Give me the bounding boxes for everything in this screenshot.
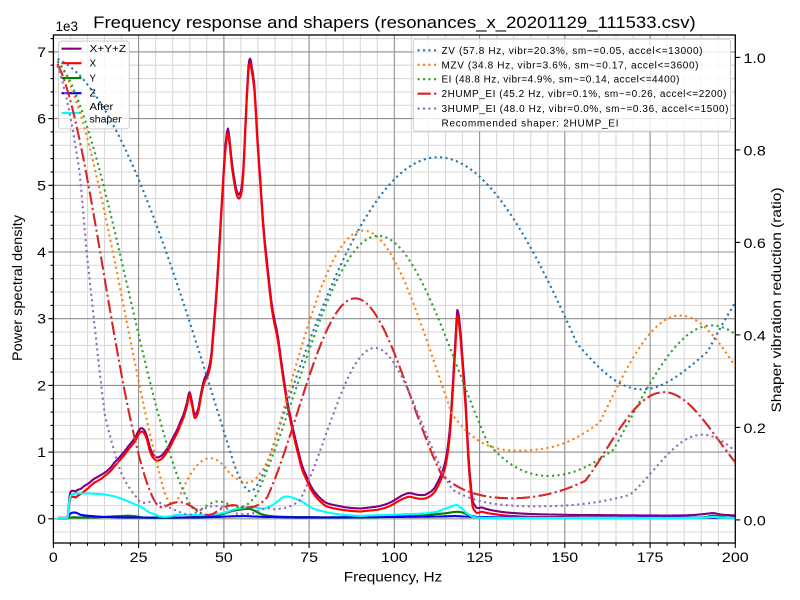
svg-text:0: 0 [37,511,46,527]
svg-text:MZV (34.8 Hz, vibr=3.6%, sm~=0: MZV (34.8 Hz, vibr=3.6%, sm~=0.17, accel… [442,60,699,71]
svg-text:Y: Y [90,74,97,85]
svg-text:EI (48.8 Hz, vibr=4.9%, sm~=0.: EI (48.8 Hz, vibr=4.9%, sm~=0.14, accel<… [442,75,680,86]
svg-text:0.8: 0.8 [744,143,767,159]
svg-text:1: 1 [37,444,46,460]
svg-text:3: 3 [37,311,46,327]
svg-text:X: X [90,59,97,70]
svg-text:Frequency response and shapers: Frequency response and shapers (resonanc… [93,13,696,32]
svg-text:3HUMP_EI (48.0 Hz, vibr=0.0%,: 3HUMP_EI (48.0 Hz, vibr=0.0%, sm~=0.36, … [442,104,729,115]
svg-text:0.2: 0.2 [744,420,767,436]
svg-text:1e3: 1e3 [56,18,79,34]
svg-text:125: 125 [466,549,493,565]
svg-text:4: 4 [37,244,46,260]
svg-text:2: 2 [37,377,46,393]
svg-text:1.0: 1.0 [744,50,767,66]
svg-text:After: After [90,102,115,113]
svg-text:Recommended shaper: 2HUMP_EI: Recommended shaper: 2HUMP_EI [442,119,619,130]
svg-text:2HUMP_EI (45.2 Hz, vibr=0.1%,: 2HUMP_EI (45.2 Hz, vibr=0.1%, sm~=0.26, … [442,89,727,100]
svg-text:0.4: 0.4 [744,328,767,344]
svg-text:Shaper vibration reduction (ra: Shaper vibration reduction (ratio) [768,188,784,413]
svg-text:Power spectral density: Power spectral density [9,215,25,361]
svg-text:shaper: shaper [90,115,123,126]
svg-text:25: 25 [130,549,148,565]
svg-text:50: 50 [215,549,233,565]
svg-text:0.6: 0.6 [744,235,767,251]
svg-text:ZV (57.8 Hz, vibr=20.3%, sm~=0: ZV (57.8 Hz, vibr=20.3%, sm~=0.05, accel… [442,46,703,57]
svg-text:5: 5 [37,177,46,193]
svg-text:6: 6 [37,111,46,127]
svg-text:175: 175 [637,549,664,565]
svg-text:100: 100 [381,549,408,565]
svg-text:7: 7 [37,44,46,60]
svg-text:X+Y+Z: X+Y+Z [90,44,127,55]
svg-text:150: 150 [551,549,578,565]
svg-text:0.0: 0.0 [744,513,767,529]
svg-text:Z: Z [90,89,96,100]
svg-text:200: 200 [722,549,749,565]
svg-text:Frequency, Hz: Frequency, Hz [344,569,443,585]
svg-text:75: 75 [300,549,318,565]
svg-text:0: 0 [49,549,58,565]
